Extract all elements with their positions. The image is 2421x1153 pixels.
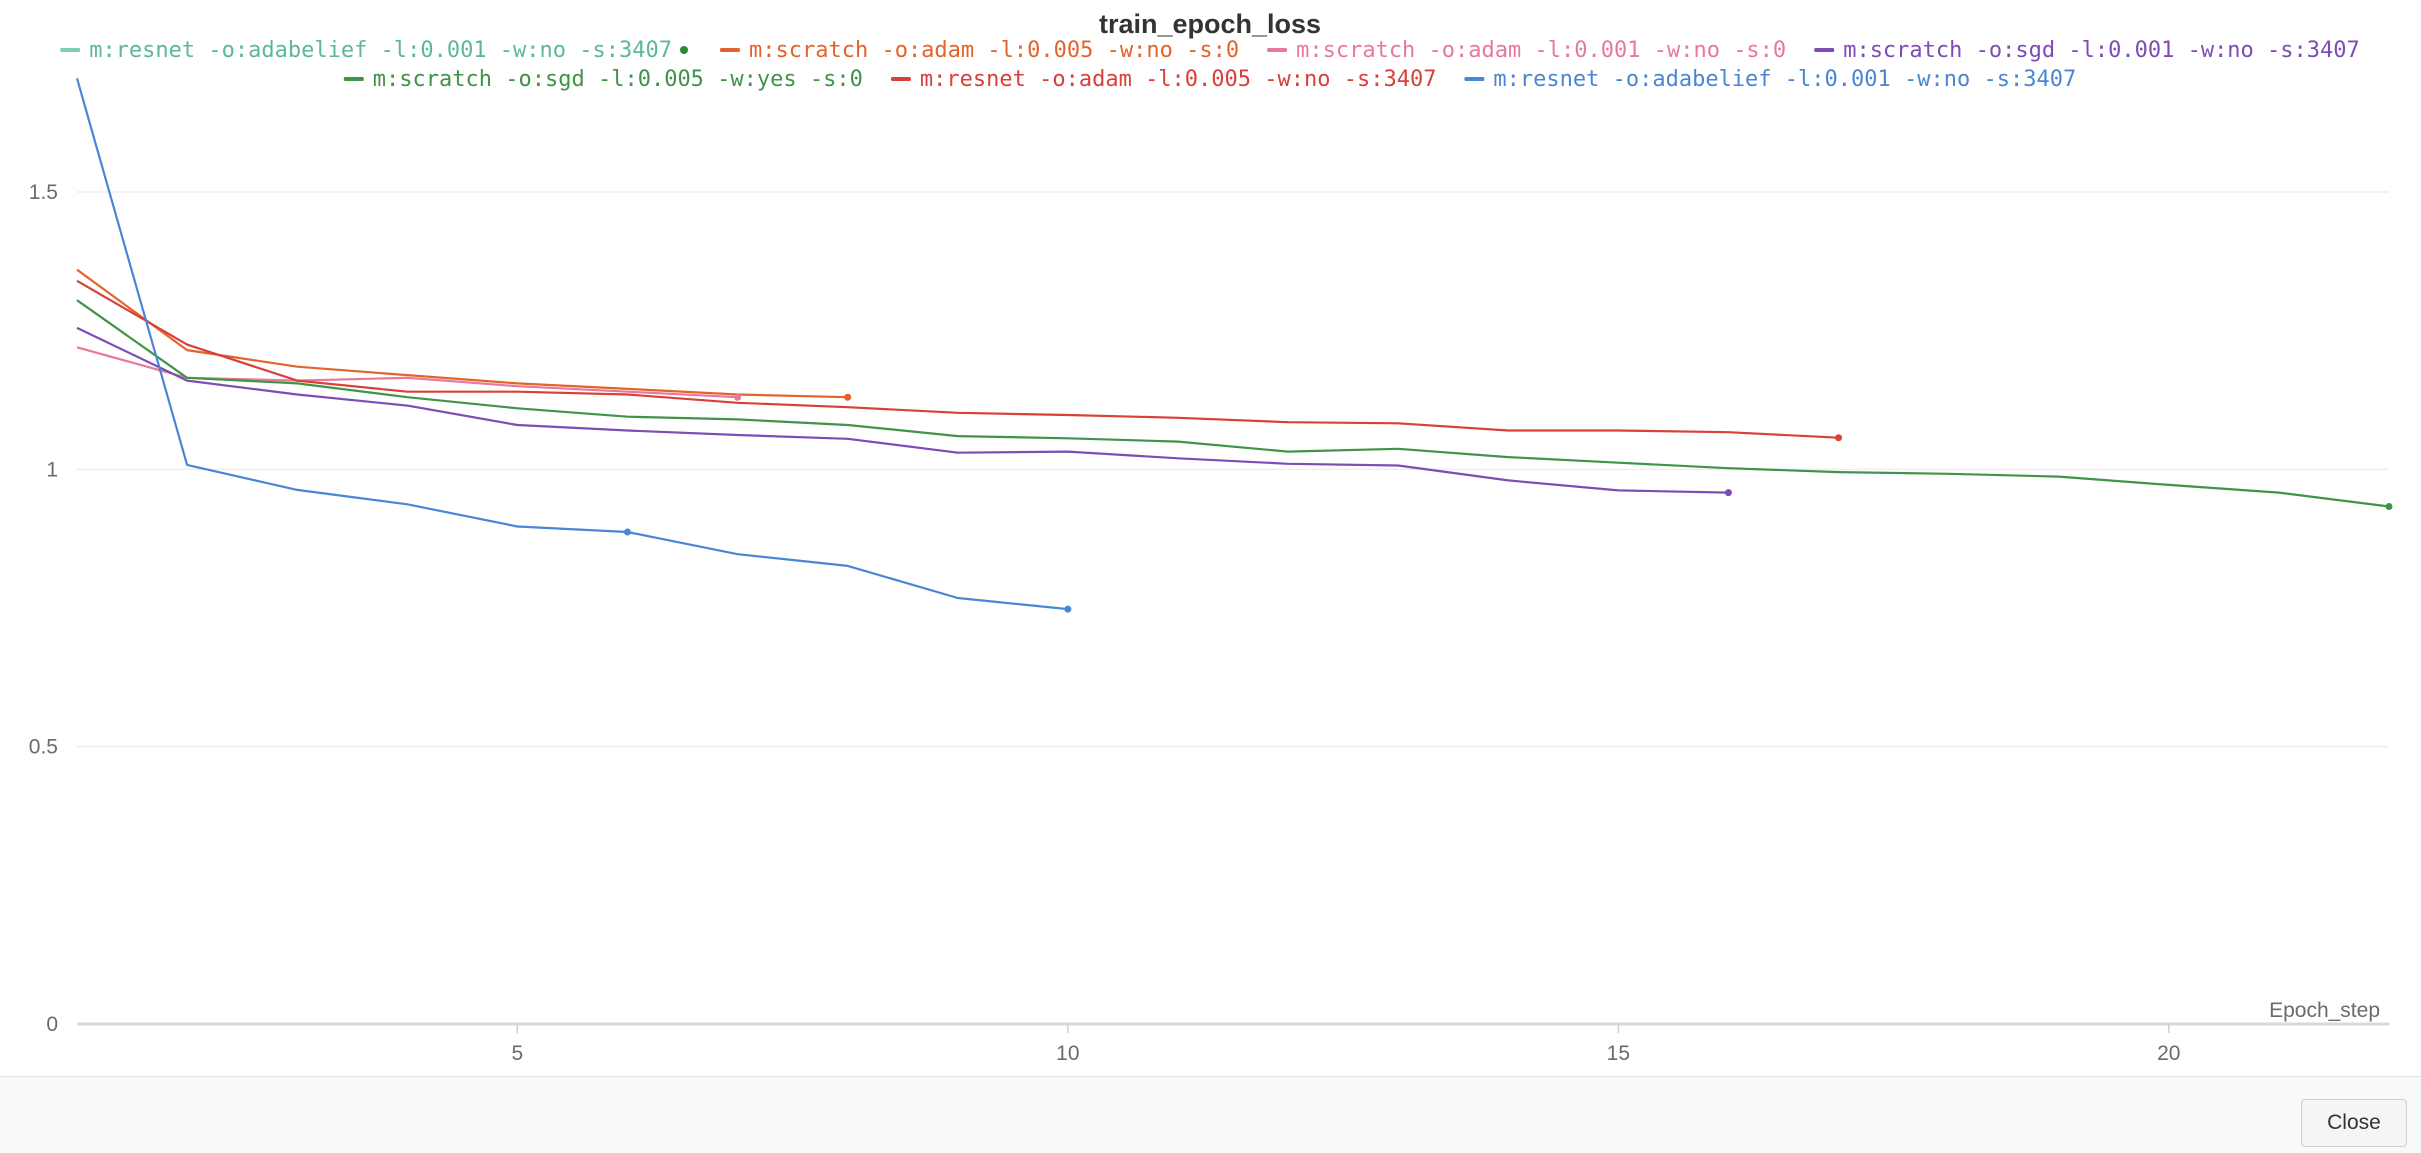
legend-label: m:resnet -o:adam -l:0.005 -w:no -s:3407 [920,67,1437,92]
legend-swatch [890,77,911,81]
series-line [75,77,1069,611]
series-point-marker [623,528,631,536]
y-tick-label: 0.5 [29,736,58,759]
series-end-marker [2385,503,2393,511]
series-group [75,77,2393,613]
y-tick-label: 1 [46,458,58,481]
series-end-marker [1724,489,1732,497]
grid-lines [77,191,2389,1026]
x-tick-label: 5 [512,1042,524,1065]
legend-item[interactable]: m:scratch -o:adam -l:0.005 -w:no -s:0 [720,38,1239,63]
series-line [76,268,848,399]
chart: train_epoch_loss m:resnet -o:adabelief -… [29,9,2393,1065]
x-tick-label: 10 [1056,1042,1079,1065]
series-end-marker [1835,434,1843,442]
legend-swatch [60,48,81,52]
x-tick-label: 15 [1607,1042,1630,1065]
legend-label: m:scratch -o:sgd -l:0.001 -w:no -s:3407 [1843,38,2360,63]
series-line [76,299,2390,508]
series-end-marker [1064,605,1072,613]
status-dot-icon [679,46,688,54]
legend-label: m:scratch -o:adam -l:0.001 -w:no -s:0 [1296,38,1786,63]
y-axis-ticks: 0 0.5 1 1.5 [29,181,58,1036]
legend-item[interactable]: m:scratch -o:sgd -l:0.005 -w:yes -s:0 [343,67,863,92]
legend-swatch [1464,77,1485,81]
y-tick-label: 0 [46,1013,58,1036]
legend-swatch [720,48,740,52]
series-line [76,279,1839,439]
series-end-marker [844,393,852,401]
legend-item[interactable]: m:resnet -o:adabelief -l:0.001 -w:no -s:… [60,38,688,63]
legend-swatch [343,77,364,81]
legend-item[interactable]: m:scratch -o:sgd -l:0.001 -w:no -s:3407 [1814,38,2360,63]
legend-item[interactable]: m:scratch -o:adam -l:0.001 -w:no -s:0 [1267,38,1786,63]
legend-label: m:scratch -o:sgd -l:0.005 -w:yes -s:0 [373,67,863,92]
legend-label: m:resnet -o:adabelief -l:0.001 -w:no -s:… [89,38,672,63]
close-button[interactable]: Close [2301,1099,2407,1147]
x-axis-title: Epoch_step [2269,999,2380,1022]
legend-item[interactable]: m:resnet -o:adabelief -l:0.001 -w:no -s:… [1464,67,2076,92]
legend-swatch [1814,48,1835,52]
x-axis-ticks: 5 10 15 20 [512,1024,2180,1065]
y-tick-label: 1.5 [29,181,58,204]
dialog-footer: Close [0,1076,2421,1153]
legend-label: m:resnet -o:adabelief -l:0.001 -w:no -s:… [1493,67,2076,92]
series-end-marker [734,393,742,401]
chart-title: train_epoch_loss [1099,9,1321,39]
legend: m:resnet -o:adabelief -l:0.001 -w:no -s:… [60,38,2360,92]
legend-item[interactable]: m:resnet -o:adam -l:0.005 -w:no -s:3407 [890,67,1437,92]
legend-swatch [1267,48,1288,52]
series-line [76,326,1729,494]
legend-label: m:scratch -o:adam -l:0.005 -w:no -s:0 [749,38,1239,63]
x-tick-label: 20 [2157,1042,2180,1065]
